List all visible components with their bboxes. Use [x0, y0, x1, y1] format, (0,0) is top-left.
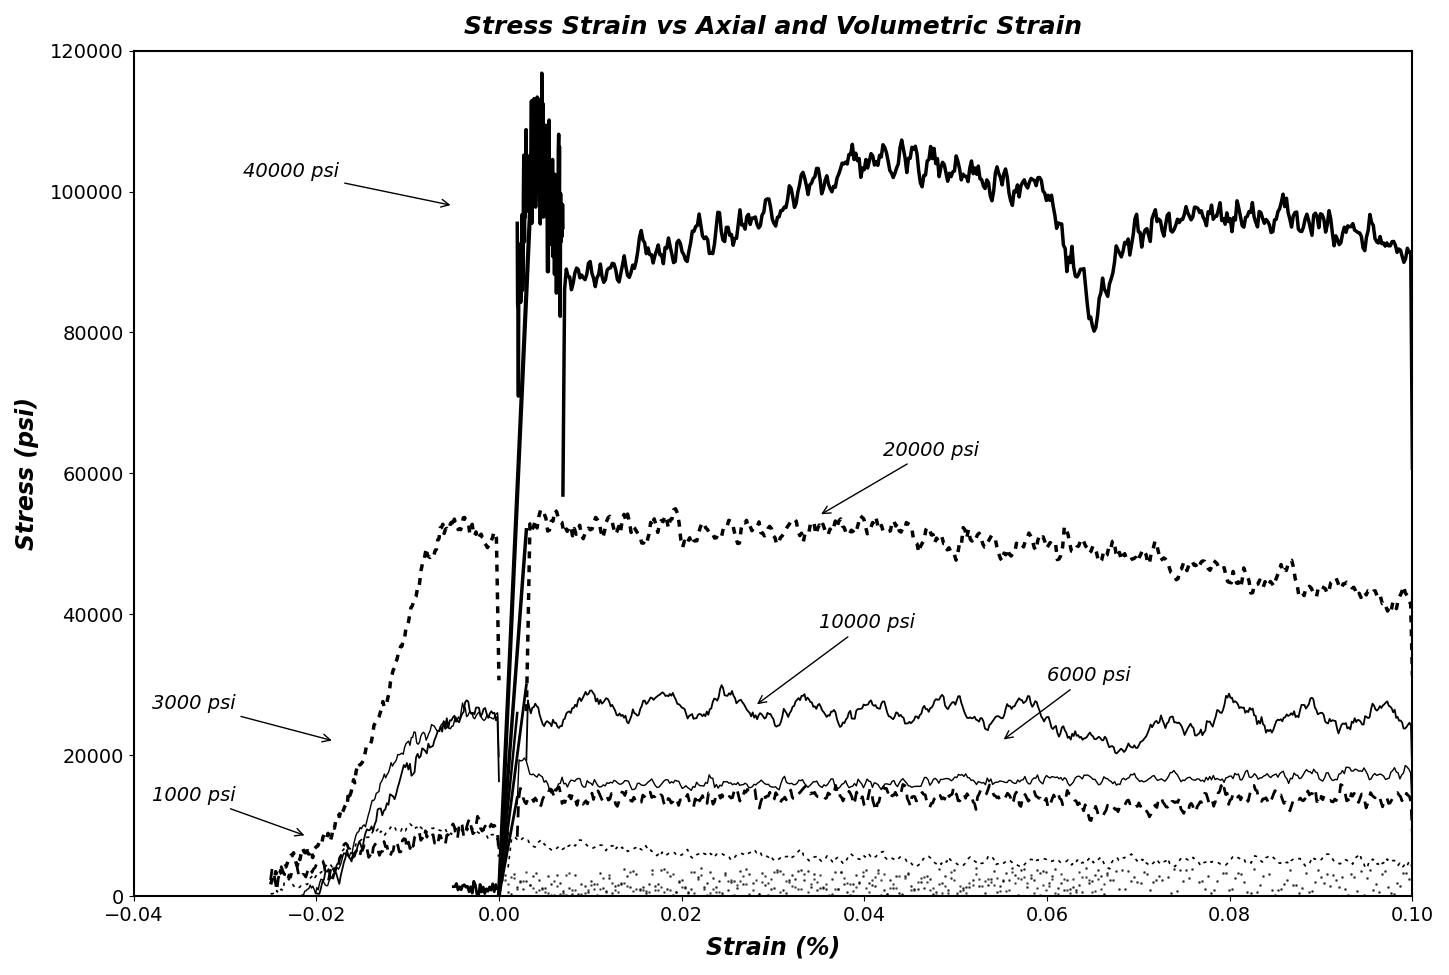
- X-axis label: Strain (%): Strain (%): [706, 936, 840, 960]
- Y-axis label: Stress (psi): Stress (psi): [14, 397, 39, 550]
- Text: 3000 psi: 3000 psi: [152, 694, 330, 742]
- Text: 40000 psi: 40000 psi: [243, 163, 449, 207]
- Title: Stress Strain vs Axial and Volumetric Strain: Stress Strain vs Axial and Volumetric St…: [464, 15, 1082, 39]
- Text: 6000 psi: 6000 psi: [1004, 666, 1130, 739]
- Text: 1000 psi: 1000 psi: [152, 786, 303, 836]
- Text: 10000 psi: 10000 psi: [758, 613, 914, 703]
- Text: 20000 psi: 20000 psi: [823, 441, 978, 514]
